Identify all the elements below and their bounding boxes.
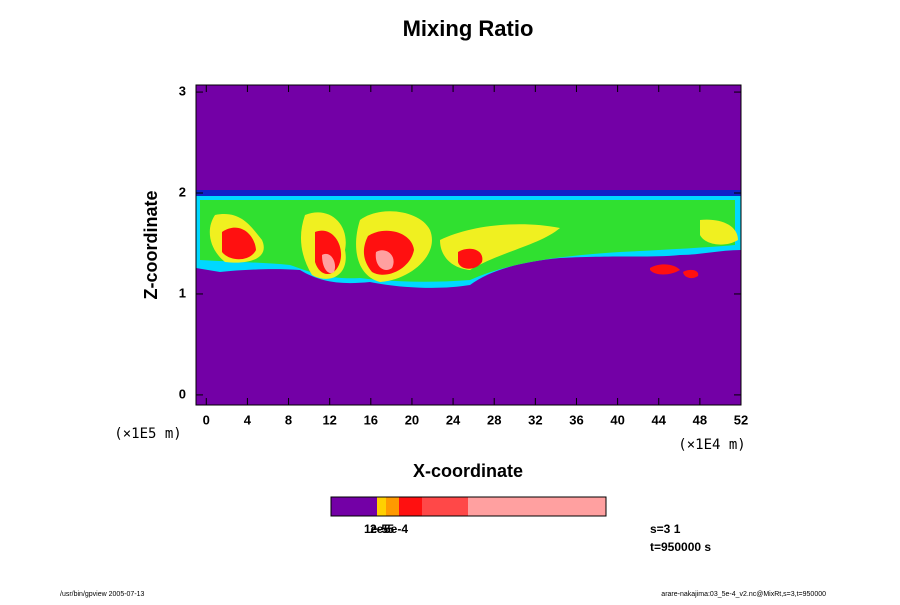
colorbar-segment: [377, 497, 386, 516]
x-tick-label: 28: [487, 412, 501, 427]
x-tick-label: 44: [652, 412, 667, 427]
annotation: t=950000 s: [650, 540, 711, 554]
chart-title: Mixing Ratio: [403, 16, 534, 41]
y-axis-label: Z-coordinate: [141, 190, 161, 299]
y-tick-label: 2: [179, 184, 186, 199]
colorbar-label: 2e-5: [370, 522, 394, 536]
colorbar-segment: [386, 497, 399, 516]
x-tick-label: 12: [322, 412, 336, 427]
x-tick-label: 32: [528, 412, 542, 427]
x-tick-label: 36: [569, 412, 583, 427]
y-tick-label: 3: [179, 84, 186, 99]
x-tick-label: 0: [203, 412, 210, 427]
colorbar-segment: [399, 497, 422, 516]
plot-frame: [195, 84, 742, 406]
y-unit: (×1E5 m): [114, 426, 181, 442]
colorbar-segment: [331, 497, 377, 516]
footer: /usr/bin/gpview 2005-07-13: [60, 591, 145, 598]
x-tick-label: 40: [610, 412, 624, 427]
y-tick-label: 0: [179, 386, 186, 401]
colorbar-label: 5e-4: [384, 522, 408, 536]
x-unit: (×1E4 m): [678, 437, 745, 453]
x-tick-label: 16: [364, 412, 378, 427]
annotation: s=3 1: [650, 522, 681, 536]
x-axis-label: X-coordinate: [413, 461, 523, 481]
x-tick-label: 24: [446, 412, 461, 427]
x-tick-label: 52: [734, 412, 748, 427]
colorbar-segment: [468, 497, 606, 516]
colorbar-label: 1e-5: [364, 522, 388, 536]
x-tick-label: 4: [244, 412, 252, 427]
contour-field: [196, 85, 741, 405]
colorbar-segment: [422, 497, 468, 516]
x-tick-label: 8: [285, 412, 292, 427]
x-tick-label: 20: [405, 412, 419, 427]
colorbar: 1e-52e-55e-4: [330, 496, 607, 536]
y-tick-label: 1: [179, 285, 186, 300]
footer: arare-nakajima:03_5e-4_v2.nc@MixRt,s=3,t…: [661, 591, 826, 598]
x-tick-label: 48: [693, 412, 707, 427]
colorbar-frame: [330, 496, 607, 517]
